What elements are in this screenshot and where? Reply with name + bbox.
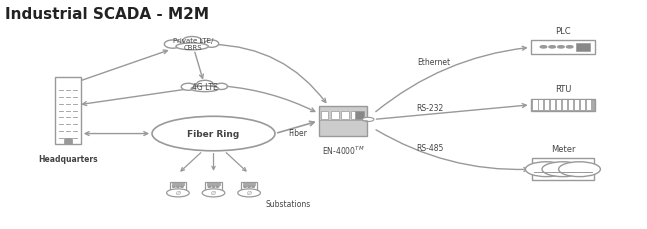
- Circle shape: [177, 186, 179, 187]
- Text: Ø: Ø: [175, 191, 181, 196]
- FancyBboxPatch shape: [533, 100, 538, 110]
- FancyBboxPatch shape: [576, 44, 590, 52]
- Text: 4G LTE: 4G LTE: [192, 82, 218, 92]
- Text: Industrial SCADA - M2M: Industrial SCADA - M2M: [5, 7, 209, 22]
- FancyBboxPatch shape: [531, 100, 595, 111]
- Text: Ethernet: Ethernet: [417, 57, 450, 66]
- Text: RTU: RTU: [554, 85, 571, 94]
- FancyBboxPatch shape: [551, 100, 555, 110]
- Ellipse shape: [181, 84, 195, 91]
- FancyBboxPatch shape: [331, 112, 338, 120]
- FancyBboxPatch shape: [341, 112, 349, 120]
- Ellipse shape: [182, 37, 202, 46]
- Ellipse shape: [164, 41, 181, 49]
- FancyBboxPatch shape: [319, 106, 367, 136]
- FancyBboxPatch shape: [170, 183, 186, 191]
- Ellipse shape: [215, 84, 228, 90]
- FancyBboxPatch shape: [531, 41, 595, 55]
- FancyBboxPatch shape: [563, 100, 567, 110]
- Circle shape: [208, 186, 211, 187]
- Circle shape: [567, 46, 573, 49]
- Text: Fiber Ring: Fiber Ring: [188, 129, 239, 139]
- Circle shape: [216, 186, 219, 187]
- FancyBboxPatch shape: [539, 100, 543, 110]
- Text: Substations: Substations: [265, 199, 311, 208]
- Circle shape: [549, 46, 555, 49]
- Circle shape: [362, 118, 374, 122]
- Ellipse shape: [152, 117, 275, 151]
- FancyBboxPatch shape: [64, 139, 72, 145]
- Circle shape: [558, 46, 564, 49]
- Circle shape: [525, 162, 567, 177]
- Text: Private LTE/
CBRS: Private LTE/ CBRS: [173, 38, 213, 51]
- Text: Ø: Ø: [211, 191, 216, 196]
- FancyBboxPatch shape: [557, 100, 562, 110]
- FancyBboxPatch shape: [55, 77, 81, 145]
- FancyBboxPatch shape: [355, 112, 364, 120]
- FancyBboxPatch shape: [241, 183, 258, 191]
- Text: Meter: Meter: [551, 144, 575, 153]
- Circle shape: [252, 186, 254, 187]
- FancyBboxPatch shape: [351, 112, 359, 120]
- FancyBboxPatch shape: [569, 100, 573, 110]
- Text: RS-232: RS-232: [417, 103, 444, 112]
- Circle shape: [540, 46, 547, 49]
- Text: EN-4000$^{TM}$: EN-4000$^{TM}$: [322, 144, 364, 156]
- Ellipse shape: [204, 41, 219, 48]
- FancyBboxPatch shape: [587, 100, 591, 110]
- Circle shape: [244, 186, 247, 187]
- Ellipse shape: [197, 81, 213, 88]
- Circle shape: [238, 189, 260, 197]
- Circle shape: [248, 186, 250, 187]
- Circle shape: [542, 162, 584, 177]
- Circle shape: [203, 189, 225, 197]
- Circle shape: [167, 189, 189, 197]
- Circle shape: [558, 162, 600, 177]
- Text: Ø: Ø: [247, 191, 252, 196]
- Text: Headquarters: Headquarters: [38, 154, 98, 163]
- FancyBboxPatch shape: [206, 183, 221, 191]
- Text: Fiber: Fiber: [288, 129, 307, 138]
- Circle shape: [212, 186, 215, 187]
- Ellipse shape: [191, 86, 219, 92]
- Ellipse shape: [176, 44, 208, 51]
- Text: PLC: PLC: [555, 27, 571, 35]
- Circle shape: [173, 186, 175, 187]
- FancyBboxPatch shape: [581, 100, 585, 110]
- Text: RS-485: RS-485: [417, 143, 444, 152]
- FancyBboxPatch shape: [532, 158, 593, 180]
- FancyBboxPatch shape: [545, 100, 549, 110]
- FancyBboxPatch shape: [321, 112, 329, 120]
- FancyBboxPatch shape: [575, 100, 579, 110]
- Circle shape: [181, 186, 183, 187]
